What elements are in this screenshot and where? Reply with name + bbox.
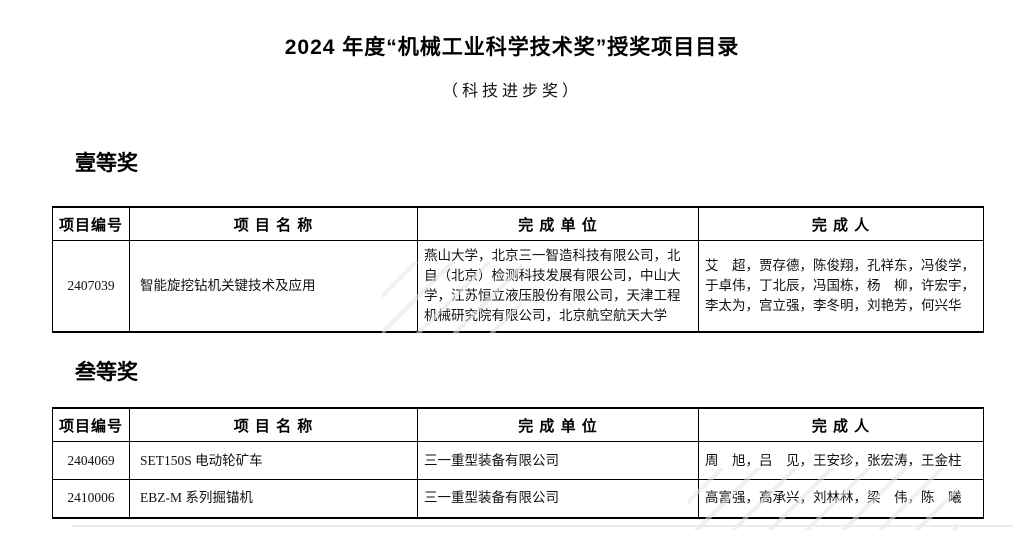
cell-project-id: 2410006: [52, 479, 130, 518]
col-header-people: 完 成 人: [698, 206, 984, 241]
col-header-units: 完 成 单 位: [417, 407, 699, 442]
page-separator-line: [72, 525, 1013, 527]
document-subtitle: （科技进步奖）: [441, 83, 582, 100]
table-row: 2407039 智能旋挖钻机关键技术及应用 燕山大学，北京三一智造科技有限公司，…: [52, 240, 984, 332]
section-heading-first-prize: 壹等奖: [75, 152, 138, 175]
col-header-project-name: 项 目 名 称: [129, 407, 418, 442]
cell-units: 燕山大学，北京三一智造科技有限公司，北自（北京）检测科技发展有限公司，中山大学，…: [417, 240, 699, 332]
cell-people: 艾 超，贾存德，陈俊翔，孔祥东，冯俊学，于卓伟，丁北辰，冯国栋，杨 柳，许宏宇，…: [698, 240, 984, 332]
table-row: 2404069 SET150S 电动轮矿车 三一重型装备有限公司 周 旭，吕 见…: [52, 441, 984, 480]
cell-project-id: 2407039: [52, 240, 130, 332]
cell-project-name: 智能旋挖钻机关键技术及应用: [129, 240, 418, 332]
cell-people: 高富强，高承兴，刘林林，梁 伟，陈 曦: [698, 479, 984, 518]
section-heading-third-prize: 叁等奖: [75, 361, 138, 384]
cell-project-id: 2404069: [52, 441, 130, 480]
document-title: 2024 年度“机械工业科学技术奖”授奖项目目录: [284, 36, 740, 59]
cell-units: 三一重型装备有限公司: [417, 441, 699, 480]
col-header-people: 完 成 人: [698, 407, 984, 442]
cell-project-name: EBZ-M 系列掘锚机: [129, 479, 418, 518]
table-row: 2410006 EBZ-M 系列掘锚机 三一重型装备有限公司 高富强，高承兴，刘…: [52, 479, 984, 518]
table-header-row: 项目编号 项 目 名 称 完 成 单 位 完 成 人: [52, 206, 984, 241]
col-header-project-id: 项目编号: [52, 407, 130, 442]
col-header-project-name: 项 目 名 称: [129, 206, 418, 241]
table-header-row: 项目编号 项 目 名 称 完 成 单 位 完 成 人: [52, 407, 984, 442]
first-prize-table: 项目编号 项 目 名 称 完 成 单 位 完 成 人 2407039 智能旋挖钻…: [52, 206, 984, 333]
cell-units: 三一重型装备有限公司: [417, 479, 699, 518]
col-header-project-id: 项目编号: [52, 206, 130, 241]
cell-project-name: SET150S 电动轮矿车: [129, 441, 418, 480]
col-header-units: 完 成 单 位: [417, 206, 699, 241]
cell-people: 周 旭，吕 见，王安珍，张宏涛，王金柱: [698, 441, 984, 480]
third-prize-table: 项目编号 项 目 名 称 完 成 单 位 完 成 人 2404069 SET15…: [52, 407, 984, 519]
